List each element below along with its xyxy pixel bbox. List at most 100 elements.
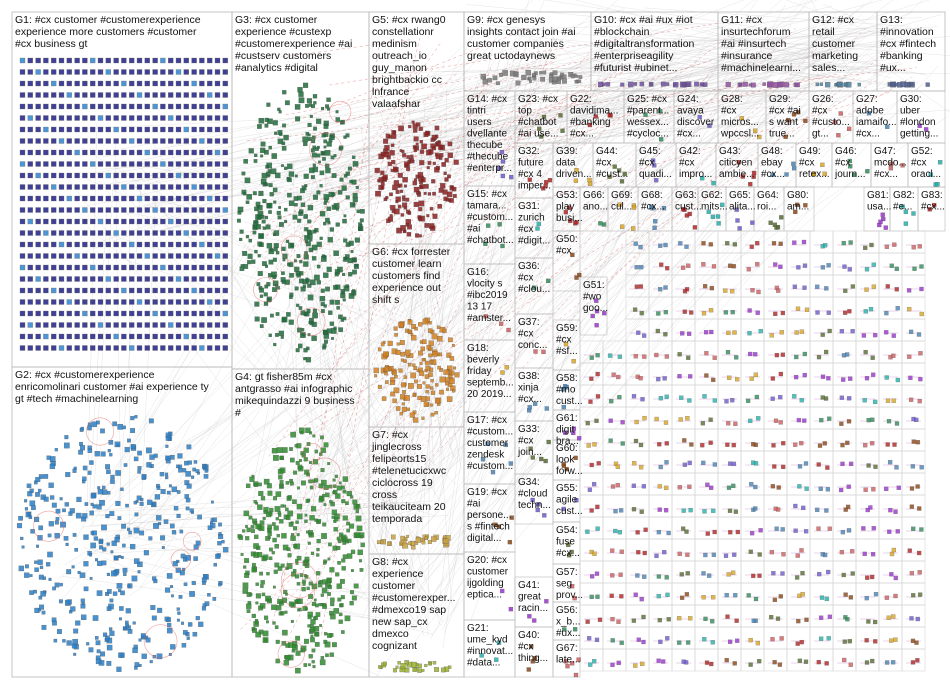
group-label-line: G26: [812,94,834,105]
node [536,502,541,507]
node [331,509,338,515]
node [803,118,808,123]
group-label-g8: G8: #cx experience customer #customerexper.… [372,556,455,652]
node [74,276,80,282]
node [207,322,213,328]
node [272,585,276,589]
node [327,557,331,561]
node [335,572,340,577]
node [207,333,213,340]
node [654,553,659,559]
node [191,69,197,75]
edge [170,62,531,147]
node [149,660,153,664]
node [175,195,182,202]
node [331,173,337,179]
group-label-line: G37: [518,317,540,328]
node [685,416,690,421]
node [770,172,775,178]
node [199,207,205,213]
node [427,161,432,165]
node [130,444,136,450]
group-label-line: #data... [467,658,500,669]
group-label-line: #cx [721,106,737,117]
node [563,430,568,435]
node [88,553,93,557]
edge [325,174,457,461]
node [739,116,744,121]
edge [568,35,887,46]
group-label-line: #enterpr... [467,163,512,174]
node [34,567,39,572]
node [733,421,738,427]
edge [407,81,814,313]
node [183,264,189,271]
group-label-line: ambie... [719,169,755,180]
edge [125,31,683,526]
node [323,139,328,144]
node [411,120,415,124]
node [51,138,57,144]
edge [276,184,329,525]
edge [316,55,750,194]
node [496,81,500,86]
node [66,599,72,605]
node [63,442,70,449]
node [131,575,138,582]
group-label-line: #cx... [856,129,880,140]
node [302,136,309,143]
node [26,483,32,489]
node [871,487,876,492]
node [331,204,337,210]
node [82,184,88,190]
edge [544,0,749,32]
node [387,161,392,167]
node [316,553,320,557]
self-loop [309,132,343,166]
node [915,658,920,663]
group-label-line: ano... [583,202,608,213]
node [687,484,692,489]
node [171,530,177,535]
node [712,529,717,535]
node [799,548,804,553]
group-label-line: G24: [677,94,699,105]
node [592,659,597,664]
node [347,166,352,171]
node [316,153,321,158]
node [702,82,708,87]
node [285,655,291,661]
node [207,276,213,282]
node [47,533,52,538]
group-label-line: cust... [675,202,702,213]
self-loop [253,277,278,303]
edge [358,495,437,610]
group-label-line: G51: [583,280,605,291]
group-label-line: G64: [757,190,779,201]
node [406,232,412,237]
edge [297,13,854,511]
node [58,241,65,248]
node [40,590,46,597]
node [281,246,286,252]
node [43,138,49,144]
node [593,114,599,119]
node [848,461,854,467]
node [73,652,77,656]
node [350,590,355,595]
node [561,463,567,468]
node [105,80,111,87]
node [97,264,104,271]
node [222,287,228,294]
node [105,69,111,75]
node [528,446,533,451]
node [108,439,114,445]
edge [285,55,477,215]
node [140,633,146,639]
node [136,126,143,133]
node [610,573,615,578]
node [133,500,138,505]
node [253,159,258,163]
edge [440,28,613,607]
group-label-line: experience [372,568,424,580]
